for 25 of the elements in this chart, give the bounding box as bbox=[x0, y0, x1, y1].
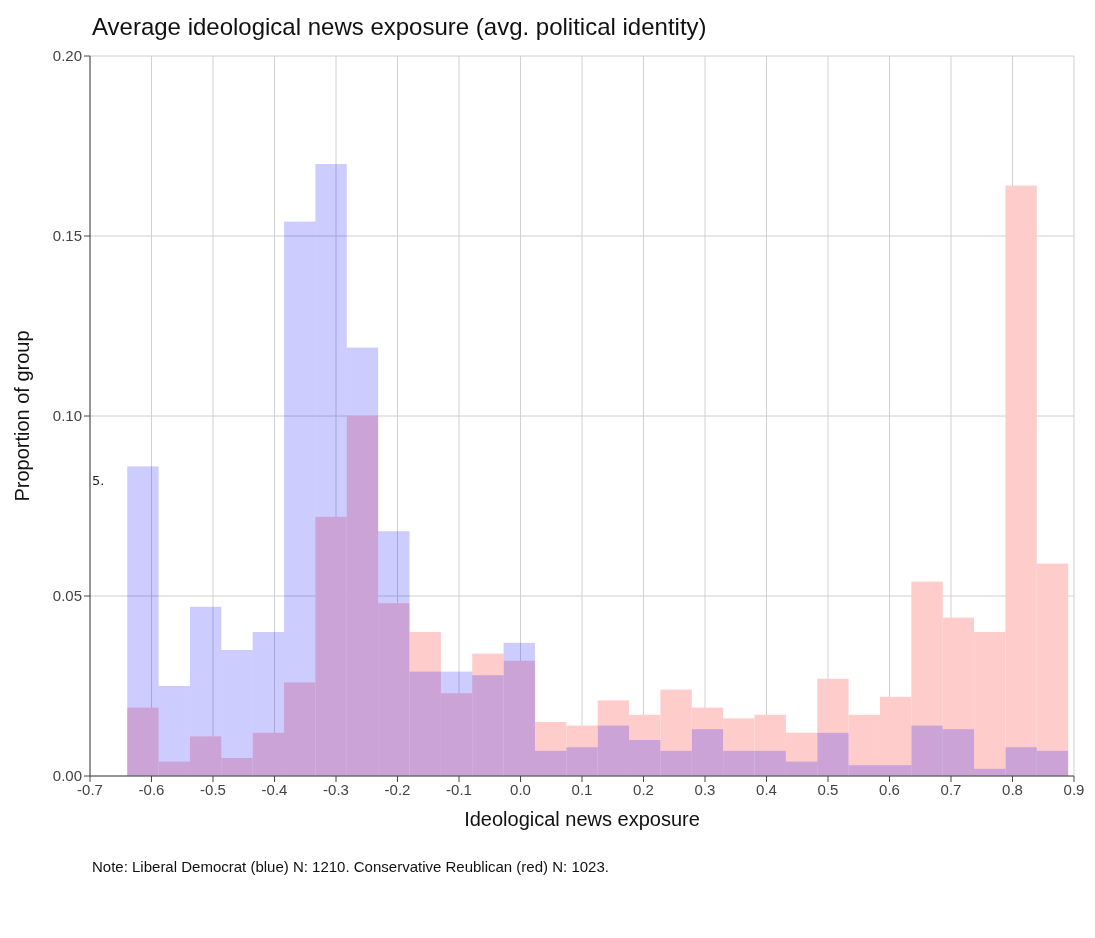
y-tick-label: 0.05 bbox=[52, 587, 82, 605]
y-tick-label: 0.20 bbox=[52, 47, 82, 65]
x-axis-title: Ideological news exposure bbox=[464, 808, 700, 830]
chart-title: Average ideological news exposure (avg. political identity) bbox=[91, 12, 708, 42]
x-tick-label: -0.5 bbox=[200, 780, 226, 798]
text: Note: Liberal Democrat (blue) N: 1210. Conservative Reublican (red) N: 1023. bbox=[91, 858, 610, 875]
x-tick-label: 0.5 bbox=[817, 780, 839, 798]
x-tick-label: 0.6 bbox=[879, 780, 900, 798]
x-tick-label: 0.2 bbox=[633, 780, 654, 798]
x-tick-label: 0.7 bbox=[940, 780, 962, 798]
y-tick-label: 0.15 bbox=[52, 227, 82, 245]
y-axis-title: Proportion of group bbox=[11, 330, 34, 502]
x-tick-label: -0.3 bbox=[323, 780, 349, 798]
annotation: 5. bbox=[92, 473, 105, 488]
x-tick-label: 0.4 bbox=[756, 780, 777, 798]
x-tick-label: 0.1 bbox=[571, 780, 593, 798]
x-tick-label: -0.4 bbox=[261, 780, 288, 798]
x-tick-label: 0.3 bbox=[694, 780, 716, 798]
x-tick-label: -0.1 bbox=[446, 780, 472, 798]
x-tick-label: 0.9 bbox=[1063, 780, 1085, 798]
x-tick-label: -0.6 bbox=[138, 780, 165, 798]
x-tick-label: -0.2 bbox=[384, 780, 411, 798]
y-tick-label: 0.10 bbox=[52, 407, 82, 425]
x-tick-label: 0.0 bbox=[510, 780, 531, 798]
x-tick-label: 0.8 bbox=[1002, 780, 1023, 798]
